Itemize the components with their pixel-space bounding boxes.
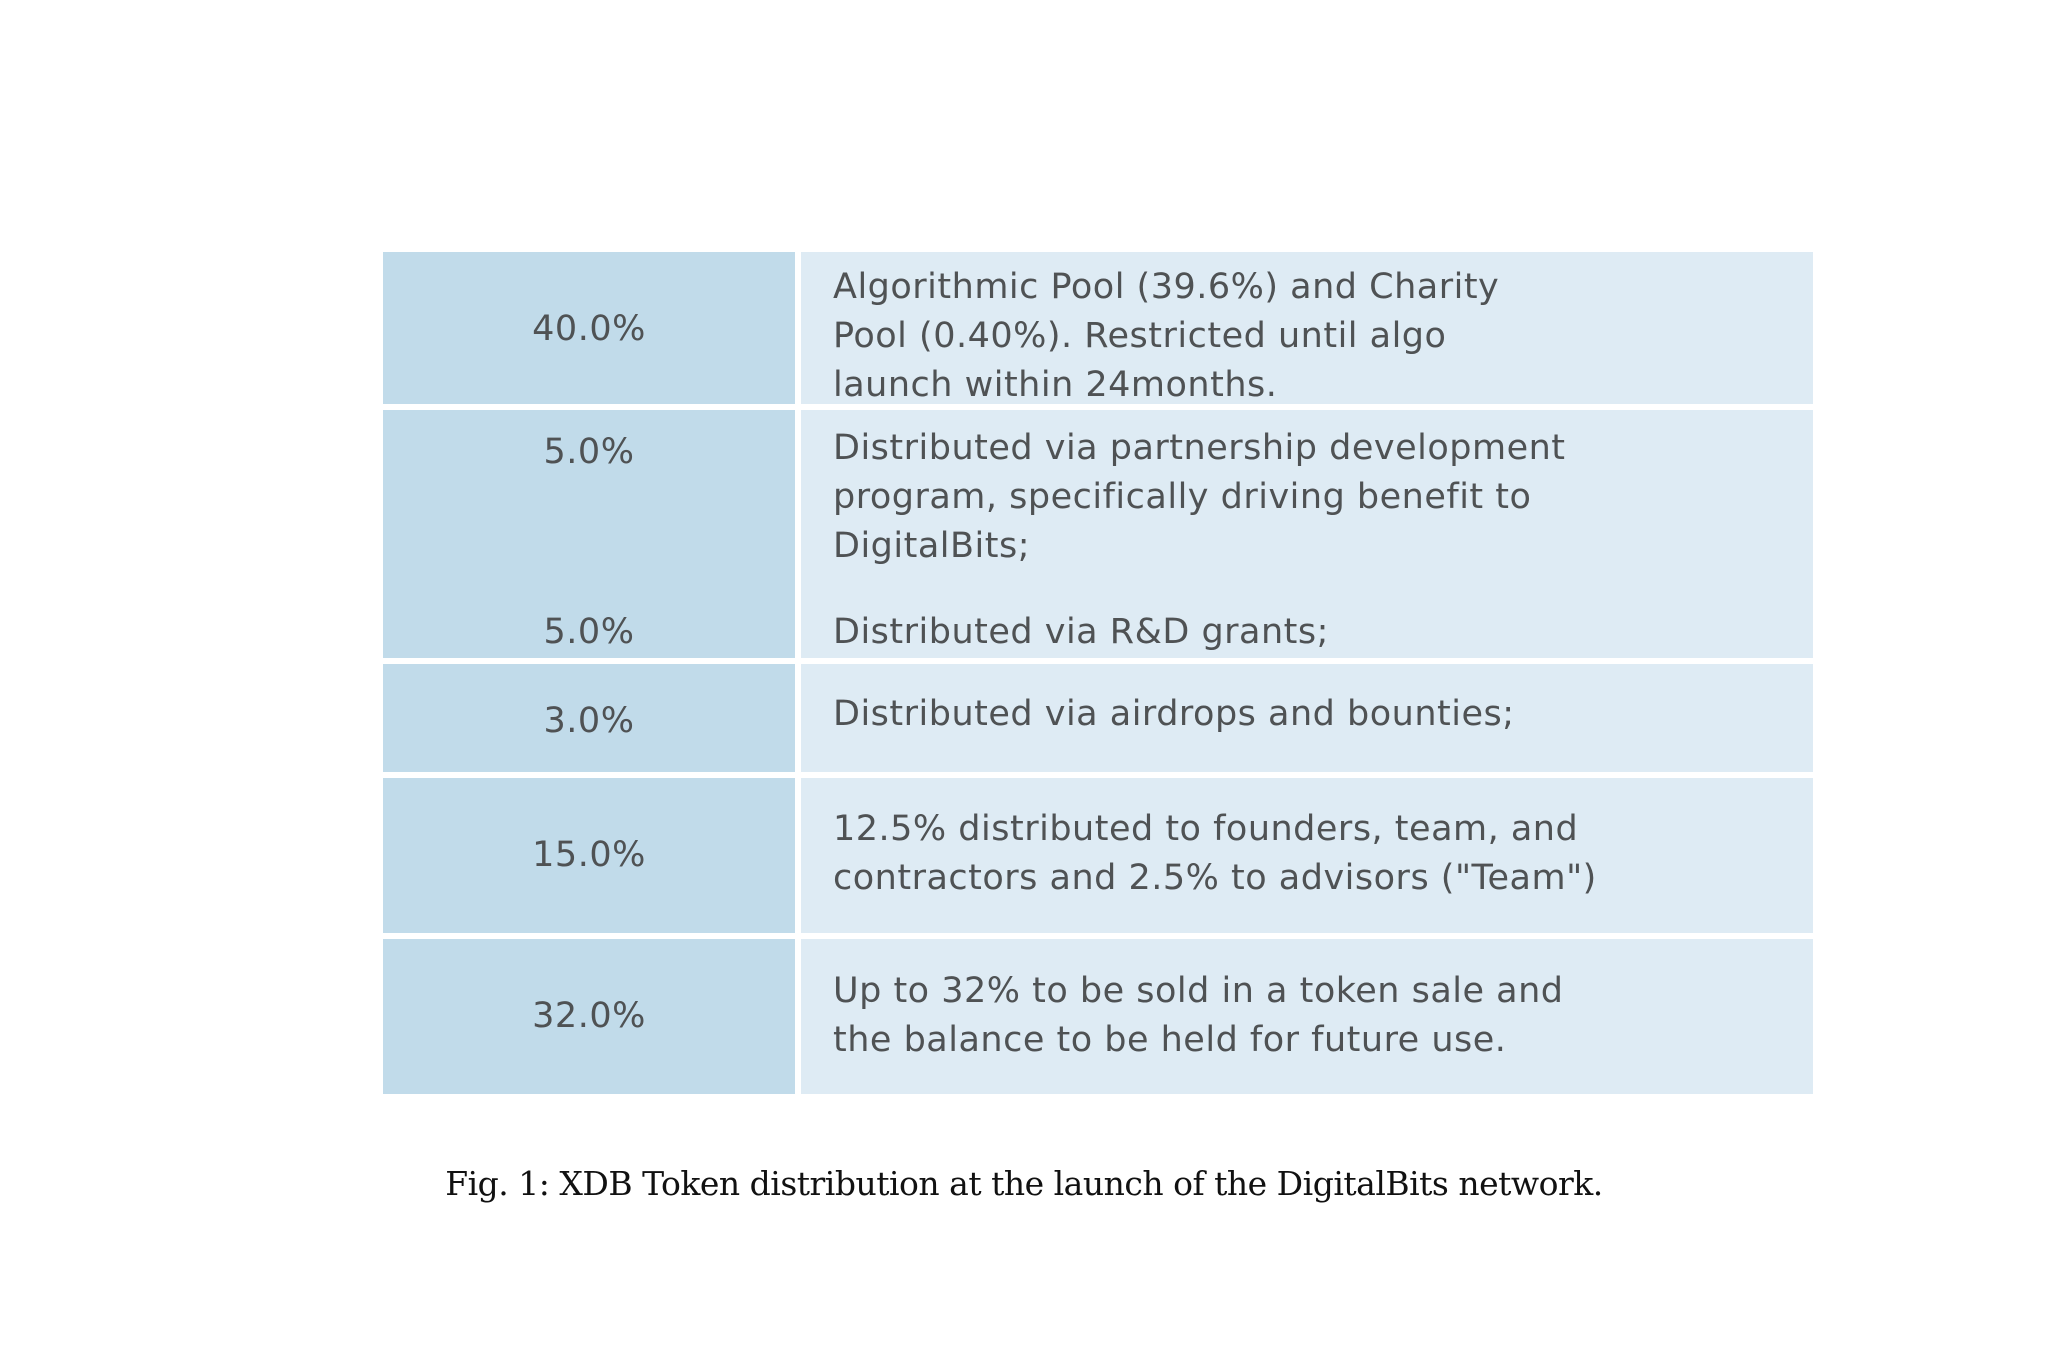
description-cell: Distributed via airdrops and bounties; — [801, 664, 1813, 772]
description-cell: Algorithmic Pool (39.6%) and Charity Poo… — [801, 252, 1813, 405]
percent-cell: 40.0% — [383, 252, 795, 404]
token-distribution-table: 40.0% Algorithmic Pool (39.6%) and Chari… — [383, 252, 1813, 1094]
percent-value: 5.0% — [543, 612, 635, 652]
table-row: 40.0% Algorithmic Pool (39.6%) and Chari… — [383, 252, 1813, 405]
description-cell: 12.5% distributed to founders, team, and… — [801, 778, 1813, 933]
percent-cell: 3.0% — [383, 664, 795, 772]
description-text: 12.5% distributed to founders, team, and… — [833, 809, 1597, 898]
percent-value: 5.0% — [543, 432, 635, 472]
table-row: 15.0% 12.5% distributed to founders, tea… — [383, 778, 1813, 933]
percent-cell: 5.0% 5.0% — [383, 410, 795, 658]
percent-cell: 32.0% — [383, 939, 795, 1094]
percent-value: 15.0% — [532, 835, 646, 875]
description-cell: Up to 32% to be sold in a token sale and… — [801, 939, 1813, 1094]
table-row: 5.0% 5.0% Distributed via partnership de… — [383, 410, 1813, 658]
description-text: Distributed via partnership development … — [833, 428, 1566, 566]
table-row: 3.0% Distributed via airdrops and bounti… — [383, 664, 1813, 772]
description-cell: Distributed via partnership development … — [801, 410, 1813, 658]
percent-cell: 15.0% — [383, 778, 795, 933]
percent-value: 3.0% — [543, 701, 635, 741]
description-text: Up to 32% to be sold in a token sale and… — [833, 971, 1564, 1060]
description-text: Algorithmic Pool (39.6%) and Charity Poo… — [833, 267, 1500, 405]
percent-value: 40.0% — [532, 309, 646, 349]
table-row: 32.0% Up to 32% to be sold in a token sa… — [383, 939, 1813, 1094]
description-text: Distributed via R&D grants; — [833, 612, 1329, 652]
description-text: Distributed via airdrops and bounties; — [833, 694, 1515, 734]
percent-value: 32.0% — [532, 996, 646, 1036]
figure-caption: Fig. 1: XDB Token distribution at the la… — [445, 1164, 1603, 1203]
